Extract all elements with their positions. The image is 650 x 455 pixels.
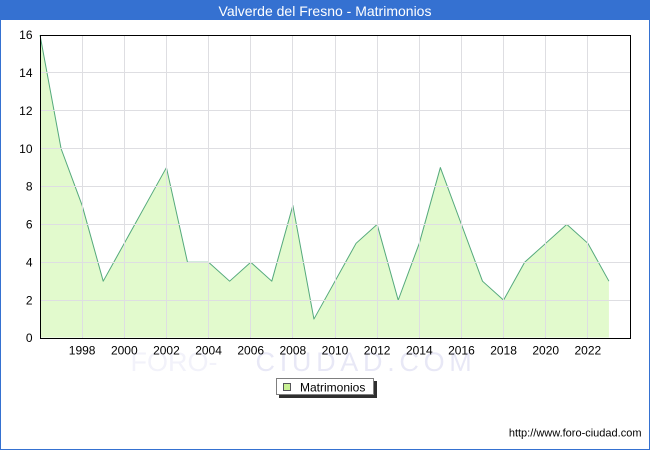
svg-text:1998: 1998 [69, 344, 96, 358]
svg-text:12: 12 [19, 104, 33, 118]
svg-text:2022: 2022 [575, 344, 602, 358]
svg-text:0: 0 [26, 331, 33, 345]
svg-text:2012: 2012 [364, 344, 391, 358]
svg-text:6: 6 [26, 218, 33, 232]
svg-text:2020: 2020 [532, 344, 559, 358]
svg-text:16: 16 [19, 28, 33, 42]
svg-text:2: 2 [26, 293, 33, 307]
svg-text:2000: 2000 [111, 344, 138, 358]
svg-text:14: 14 [19, 66, 33, 80]
svg-text:2002: 2002 [153, 344, 180, 358]
svg-text:2004: 2004 [195, 344, 222, 358]
svg-text:Valverde del Fresno - Matrimon: Valverde del Fresno - Matrimonios [219, 3, 432, 19]
svg-text:2016: 2016 [448, 344, 475, 358]
svg-text:2008: 2008 [280, 344, 307, 358]
svg-text:CIUDAD.COM: CIUDAD.COM [256, 347, 477, 377]
svg-text:4: 4 [26, 255, 33, 269]
svg-text:10: 10 [19, 142, 33, 156]
svg-text:2014: 2014 [406, 344, 433, 358]
svg-text:Matrimonios: Matrimonios [300, 381, 365, 395]
svg-text:2018: 2018 [490, 344, 517, 358]
svg-text:http://www.foro-ciudad.com: http://www.foro-ciudad.com [509, 428, 642, 440]
svg-text:2010: 2010 [322, 344, 349, 358]
svg-text:8: 8 [26, 180, 33, 194]
svg-text:2006: 2006 [237, 344, 264, 358]
svg-text:FORO-: FORO- [131, 347, 218, 377]
